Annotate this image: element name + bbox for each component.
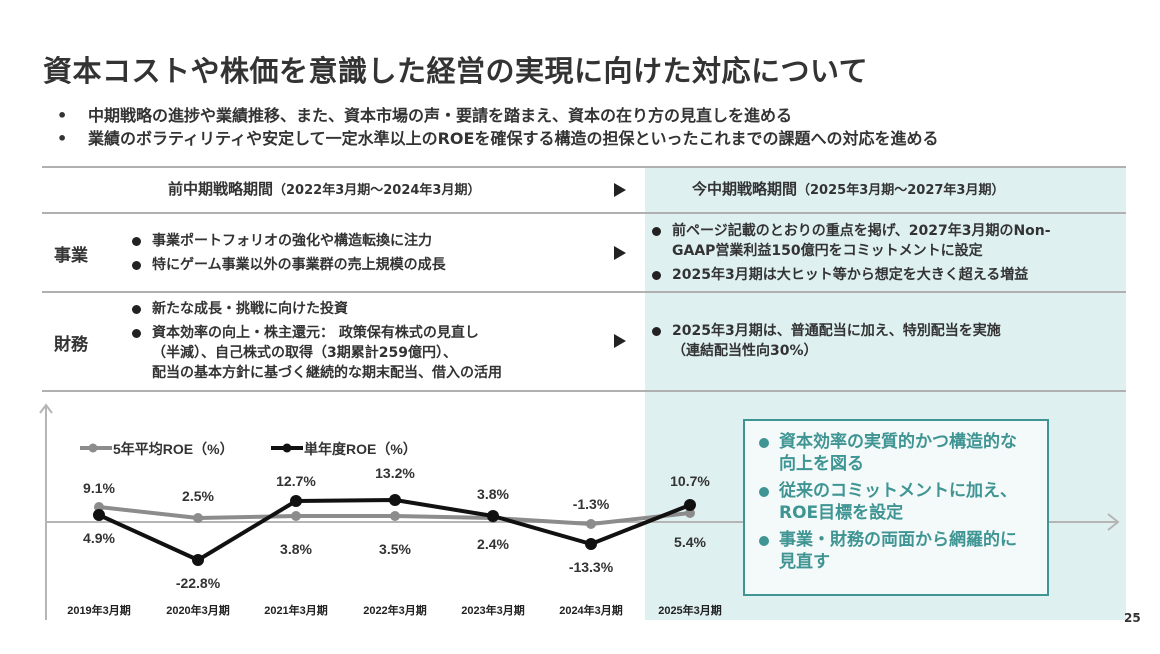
- svg-text:3.8%: 3.8%: [280, 541, 312, 557]
- intro-bullet: 業績のボラティリティや安定して一定水準以上のROEを確保する構造の担保といったこ…: [55, 127, 938, 150]
- page-title: 資本コストや株価を意識した経営の実現に向けた対応について: [43, 54, 869, 88]
- svg-text:3.5%: 3.5%: [379, 541, 411, 557]
- divider: [42, 390, 1126, 392]
- svg-text:2.5%: 2.5%: [182, 488, 214, 504]
- arrow-right-icon: [614, 246, 626, 260]
- svg-text:12.7%: 12.7%: [276, 473, 316, 489]
- intro-bullets: 中期戦略の進捗や業績推移、また、資本市場の声・要請を踏まえ、資本の在り方の見直し…: [55, 104, 938, 150]
- prev-period-header: 前中期戦略期間（2022年3月期〜2024年3月期）: [168, 180, 481, 198]
- svg-text:9.1%: 9.1%: [83, 480, 115, 496]
- svg-text:5.4%: 5.4%: [674, 534, 706, 550]
- svg-text:4.9%: 4.9%: [83, 530, 115, 546]
- svg-text:2019年3月期: 2019年3月期: [67, 603, 131, 617]
- callout-item: 資本効率の実質的かつ構造的な 向上を図る: [757, 431, 1037, 475]
- svg-text:3.8%: 3.8%: [477, 486, 509, 502]
- series-annual-roe: [93, 494, 696, 566]
- divider: [42, 212, 1126, 214]
- svg-text:2023年3月期: 2023年3月期: [461, 603, 525, 617]
- curr-period-header: 今中期戦略期間（2025年3月期〜2027年3月期）: [692, 180, 1005, 198]
- row-label-finance: 財務: [54, 335, 88, 355]
- row-label-business: 事業: [54, 246, 88, 266]
- svg-text:2025年3月期: 2025年3月期: [658, 603, 722, 617]
- svg-text:2024年3月期: 2024年3月期: [559, 603, 623, 617]
- svg-text:2.4%: 2.4%: [477, 536, 509, 552]
- svg-text:10.7%: 10.7%: [670, 473, 710, 489]
- svg-text:2022年3月期: 2022年3月期: [363, 603, 427, 617]
- page-number: 25: [1124, 611, 1141, 625]
- roe-target-callout: 資本効率の実質的かつ構造的な 向上を図る 従来のコミットメントに加え、 ROE目標を…: [743, 419, 1049, 596]
- arrow-right-icon: [614, 183, 626, 197]
- intro-bullet: 中期戦略の進捗や業績推移、また、資本市場の声・要請を踏まえ、資本の在り方の見直し…: [55, 104, 938, 127]
- svg-text:-22.8%: -22.8%: [176, 575, 221, 591]
- svg-text:2021年3月期: 2021年3月期: [264, 603, 328, 617]
- callout-item: 事業・財務の両面から網羅的に 見直す: [757, 529, 1037, 573]
- svg-text:13.2%: 13.2%: [375, 465, 415, 481]
- divider: [42, 166, 1126, 168]
- divider: [42, 291, 1126, 293]
- svg-text:単年度ROE（%）: 単年度ROE（%）: [304, 441, 417, 457]
- svg-text:2020年3月期: 2020年3月期: [166, 603, 230, 617]
- callout-item: 従来のコミットメントに加え、 ROE目標を設定: [757, 480, 1037, 524]
- svg-text:-1.3%: -1.3%: [573, 496, 610, 512]
- svg-text:-13.3%: -13.3%: [569, 559, 614, 575]
- prev-business-cell: 事業ポートフォリオの強化や構造転換に注力 特にゲーム事業以外の事業群の売上規模の…: [130, 231, 446, 275]
- curr-finance-cell: 2025年3月期は、普通配当に加え、特別配当を実施 （連結配当性向30%）: [650, 321, 1001, 361]
- data-labels: 9.1% 4.9% 2.5% -22.8% 12.7% 3.8% 13.2% 3…: [83, 465, 710, 591]
- roe-line-chart: 5年平均ROE（%） 単年度ROE（%） 9.1% 4.9% 2.5% -22.…: [39, 403, 1120, 620]
- chart-legend: 5年平均ROE（%） 単年度ROE（%）: [80, 441, 417, 457]
- arrow-right-icon: [614, 334, 626, 348]
- prev-finance-cell: 新たな成長・挑戦に向けた投資 資本効率の向上・株主還元： 政策保有株式の見直し …: [130, 299, 502, 383]
- x-axis-labels: 2019年3月期 2020年3月期 2021年3月期 2022年3月期 2023…: [67, 603, 722, 617]
- svg-text:5年平均ROE（%）: 5年平均ROE（%）: [113, 441, 234, 457]
- curr-business-cell: 前ページ記載のとおりの重点を掲げ、2027年3月期のNon- GAAP営業利益1…: [650, 221, 1051, 285]
